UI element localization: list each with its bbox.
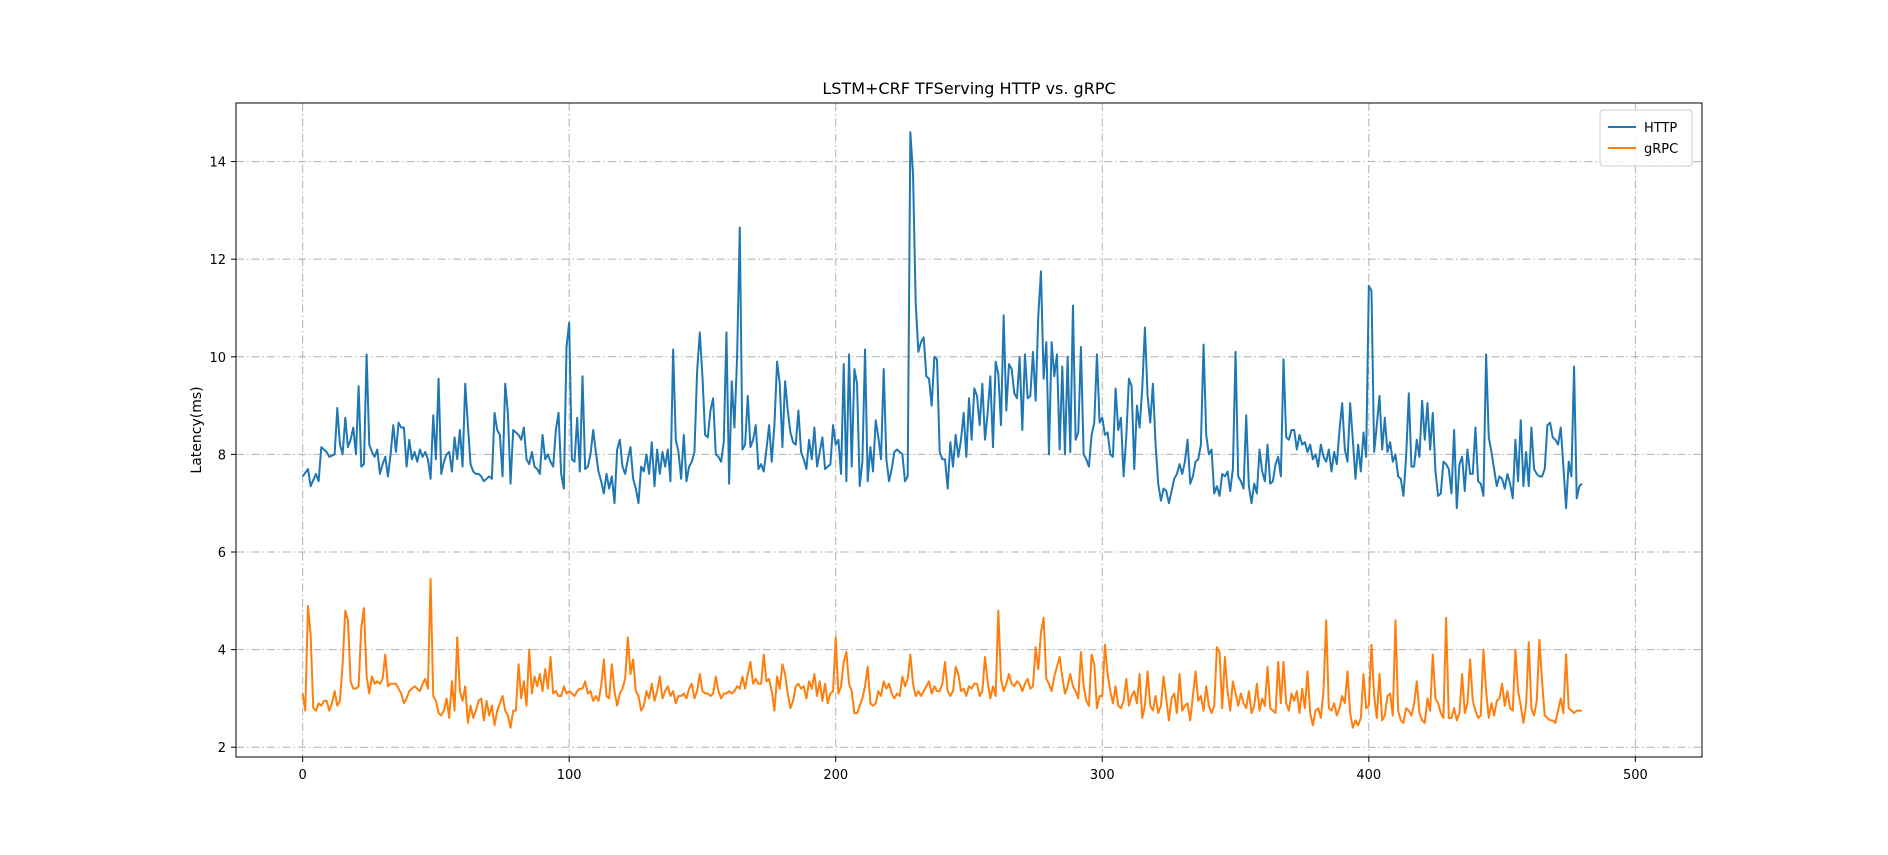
series-line-grpc bbox=[301, 577, 1583, 729]
y-tick-label: 14 bbox=[209, 156, 226, 171]
grid-layer bbox=[236, 103, 1702, 757]
y-tick-label: 4 bbox=[218, 644, 226, 659]
x-tick-label: 400 bbox=[1356, 768, 1381, 783]
x-tick-label: 200 bbox=[823, 768, 848, 783]
plot-frame bbox=[235, 102, 1703, 758]
legend: HTTP gRPC bbox=[1599, 109, 1693, 167]
legend-label: HTTP bbox=[1644, 121, 1677, 136]
y-tick-label: 2 bbox=[218, 741, 226, 756]
y-tick-label: 10 bbox=[209, 351, 226, 366]
y-tick-label: 8 bbox=[218, 448, 226, 463]
x-tick-label: 500 bbox=[1623, 768, 1648, 783]
y-tick-label: 6 bbox=[218, 546, 226, 561]
series-layer bbox=[301, 131, 1583, 729]
series-line-http bbox=[301, 131, 1583, 510]
chart-title: LSTM+CRF TFServing HTTP vs. gRPC bbox=[822, 79, 1115, 98]
x-tick-label: 0 bbox=[298, 768, 306, 783]
x-tick-label: 300 bbox=[1090, 768, 1115, 783]
tick-layer: 0 100 200 300 400 500 2 4 6 8 10 12 14 bbox=[209, 156, 1647, 783]
legend-box bbox=[1599, 109, 1693, 167]
y-axis-label: Latency(ms) bbox=[189, 386, 205, 473]
legend-label: gRPC bbox=[1644, 142, 1678, 157]
y-tick-label: 12 bbox=[209, 253, 226, 268]
x-tick-label: 100 bbox=[557, 768, 582, 783]
